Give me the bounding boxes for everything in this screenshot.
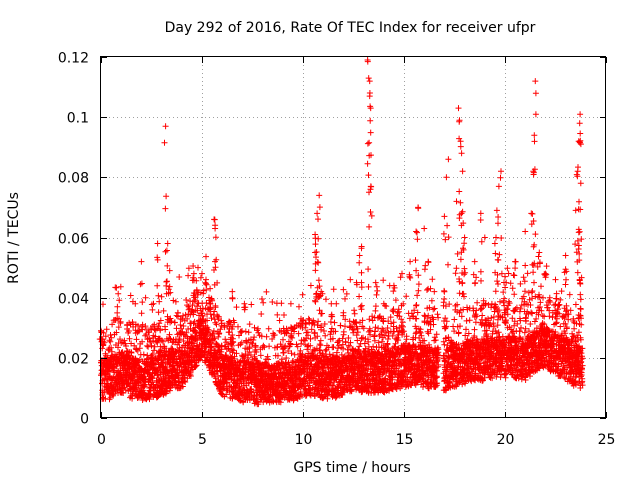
data-point [113, 285, 119, 291]
data-point [340, 287, 346, 293]
data-point [464, 318, 470, 324]
data-point [266, 326, 272, 332]
data-point [296, 304, 302, 310]
data-point [264, 334, 270, 340]
data-point [474, 300, 480, 306]
data-point [172, 319, 178, 325]
data-point [247, 321, 253, 327]
data-point [114, 304, 120, 310]
data-point [385, 336, 391, 342]
data-point [494, 278, 500, 284]
data-point [342, 323, 348, 329]
data-point [216, 330, 222, 336]
data-point [114, 310, 120, 316]
data-point [243, 329, 249, 335]
data-point [400, 324, 406, 330]
data-point [302, 338, 308, 344]
data-point [379, 326, 385, 332]
data-point [472, 327, 478, 333]
data-point [317, 341, 323, 347]
data-point [258, 311, 264, 317]
data-point [104, 326, 110, 332]
data-point [451, 317, 457, 323]
data-point [335, 345, 341, 351]
data-point [398, 274, 404, 280]
data-point [269, 299, 275, 305]
data-point [503, 375, 509, 381]
data-point [177, 322, 183, 328]
data-point [497, 299, 503, 305]
data-point [343, 339, 349, 345]
data-point [266, 343, 272, 349]
data-point [118, 284, 124, 290]
data-point [473, 319, 479, 325]
data-point [463, 326, 469, 332]
data-point [315, 318, 321, 324]
data-point [277, 318, 283, 324]
data-point [215, 342, 221, 348]
data-point [152, 344, 158, 350]
data-point [260, 300, 266, 306]
data-point [351, 307, 357, 313]
data-point [143, 295, 149, 301]
data-point [403, 293, 409, 299]
data-point [435, 311, 441, 317]
data-point [331, 286, 337, 292]
data-point [504, 265, 510, 271]
data-point [263, 289, 269, 295]
data-point [234, 304, 240, 310]
data-point [479, 313, 485, 319]
data-point [176, 274, 182, 280]
data-point [506, 271, 512, 277]
data-point [390, 288, 396, 294]
data-point [162, 327, 168, 333]
data-point [456, 330, 462, 336]
data-point [300, 292, 306, 298]
data-point [108, 332, 114, 338]
data-point [478, 306, 484, 312]
data-point [328, 319, 334, 325]
data-point [107, 339, 113, 345]
data-point [274, 312, 280, 318]
data-point [161, 308, 167, 314]
data-point [281, 312, 287, 318]
data-point [183, 297, 189, 303]
data-point [467, 317, 473, 323]
data-point [380, 277, 386, 283]
data-point [117, 336, 123, 342]
data-point [366, 329, 372, 335]
data-point [259, 296, 265, 302]
data-point [338, 323, 344, 329]
data-point [308, 283, 314, 289]
points-layer [97, 57, 586, 407]
data-point [322, 333, 328, 339]
data-point [203, 254, 209, 260]
data-point [506, 299, 512, 305]
data-point [352, 311, 358, 317]
data-point [222, 336, 228, 342]
data-point [443, 325, 449, 331]
data-point [278, 300, 284, 306]
data-point [478, 278, 484, 284]
data-point [332, 320, 338, 326]
data-point [331, 344, 337, 350]
data-point [321, 328, 327, 334]
data-point [323, 296, 329, 302]
data-point [444, 318, 450, 324]
data-point [246, 329, 252, 335]
data-point [141, 352, 147, 358]
data-point [347, 277, 353, 283]
data-point [442, 315, 448, 321]
data-point [142, 323, 148, 329]
data-point [279, 356, 285, 362]
data-point [248, 302, 254, 308]
data-point [258, 352, 264, 358]
data-point [115, 291, 121, 297]
data-point [429, 276, 435, 282]
data-point [128, 293, 134, 299]
data-point [404, 333, 410, 339]
data-point [366, 316, 372, 322]
